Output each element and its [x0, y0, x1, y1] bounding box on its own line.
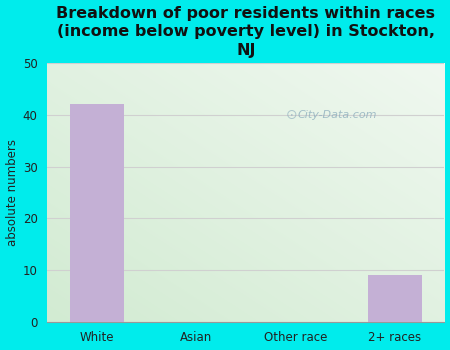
Text: City-Data.com: City-Data.com — [297, 110, 377, 120]
Text: ⊙: ⊙ — [286, 108, 297, 122]
Y-axis label: absolute numbers: absolute numbers — [5, 139, 18, 246]
Title: Breakdown of poor residents within races
(income below poverty level) in Stockto: Breakdown of poor residents within races… — [56, 6, 436, 58]
Bar — [368, 275, 422, 322]
Bar — [70, 104, 124, 322]
